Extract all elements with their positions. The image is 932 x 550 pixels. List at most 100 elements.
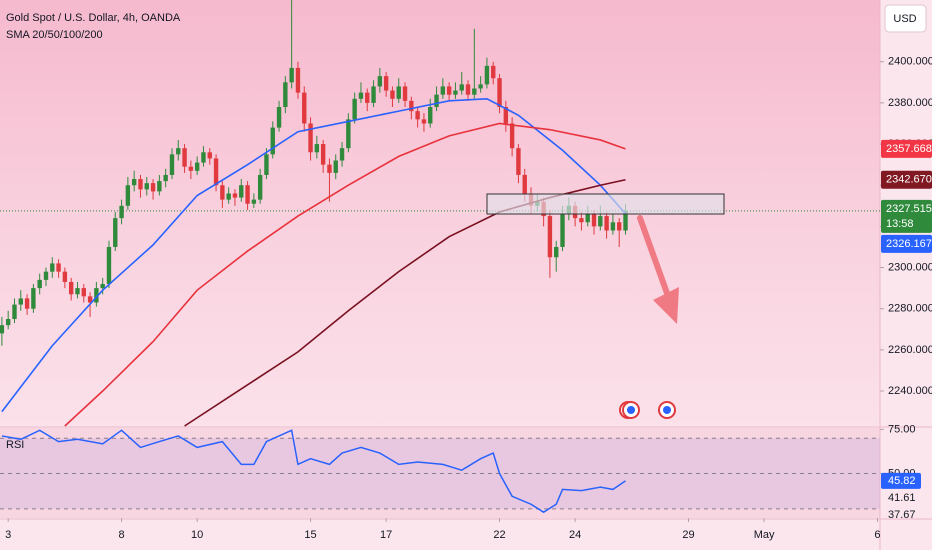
- rsi-tag-label: 45.82: [888, 475, 916, 487]
- rsi-pane: [0, 428, 880, 518]
- candle-body: [24, 298, 30, 309]
- candle-body: [516, 148, 521, 175]
- candle-body: [491, 65, 496, 79]
- candle-body: [31, 288, 36, 309]
- x-tick-label: 6: [874, 529, 880, 541]
- candle-body: [446, 86, 452, 95]
- candle-body: [390, 90, 395, 99]
- candle-body: [213, 158, 219, 186]
- event-icon[interactable]: [658, 401, 676, 419]
- x-tick-label: 10: [191, 529, 203, 541]
- x-tick-label: 15: [304, 529, 316, 541]
- x-tick-label: May: [754, 529, 775, 541]
- candle-body: [478, 84, 483, 89]
- candle-body: [113, 218, 118, 247]
- indicator-label: SMA 20/50/100/200: [6, 29, 103, 41]
- candle-body: [188, 166, 194, 171]
- price-tag-label: 2326.167: [886, 238, 932, 250]
- candle-body: [0, 325, 5, 334]
- candle-body: [314, 144, 320, 153]
- candle-body: [459, 84, 464, 91]
- sma-line: [64, 122, 626, 427]
- candle-body: [421, 119, 427, 124]
- candle-body: [396, 86, 401, 99]
- chart-title: Gold Spot / U.S. Dollar, 4h, OANDA: [6, 12, 181, 24]
- candle-body: [100, 284, 105, 289]
- candle-body: [554, 246, 559, 258]
- rsi-tag: [881, 472, 921, 489]
- sma-line: [184, 178, 626, 427]
- candle-body: [144, 183, 149, 190]
- candle-body: [440, 86, 446, 95]
- candle-body: [547, 216, 553, 258]
- event-icon[interactable]: [619, 401, 640, 419]
- candle-body: [157, 181, 162, 192]
- countdown: 13:58: [886, 218, 914, 230]
- main-pane: [0, 0, 880, 426]
- candle-body: [428, 107, 433, 124]
- x-tick-label: 8: [119, 529, 125, 541]
- y-tick-label: 2260.000: [888, 344, 932, 356]
- x-tick-label: 29: [682, 529, 694, 541]
- candle-body: [138, 179, 143, 190]
- candle-body: [194, 162, 200, 171]
- candle-body: [383, 76, 389, 91]
- rsi-label: RSI: [6, 439, 24, 451]
- candle-body: [251, 199, 257, 204]
- candle-body: [56, 263, 61, 272]
- candle-body: [163, 174, 168, 182]
- candle-body: [68, 281, 74, 295]
- forecast-arrowhead: [653, 287, 679, 324]
- candle-body: [131, 179, 137, 186]
- x-tick-label: 22: [493, 529, 505, 541]
- candle-body: [94, 288, 99, 303]
- candle-body: [604, 216, 609, 231]
- candle-body: [12, 304, 17, 319]
- candle-body: [207, 152, 212, 159]
- candle-body: [81, 288, 86, 297]
- candle-body: [283, 82, 288, 108]
- rsi-line: [1, 429, 626, 514]
- candle-body: [50, 263, 55, 272]
- candle-body: [106, 246, 112, 284]
- candle-body: [371, 86, 376, 103]
- candle-body: [264, 154, 269, 175]
- candle-body: [125, 185, 131, 206]
- candle-body: [320, 144, 326, 165]
- candle-body: [409, 100, 414, 112]
- y-tick-label: 2380.000: [888, 97, 932, 109]
- price-tag-label: 2357.668: [886, 143, 932, 155]
- price-tag-label: 2342.670: [886, 174, 932, 186]
- candle-body: [119, 205, 124, 219]
- candle-body: [43, 271, 49, 280]
- candle-body: [346, 119, 351, 149]
- candle-body: [75, 288, 80, 295]
- candle-body: [509, 123, 515, 149]
- candle-body: [182, 148, 187, 167]
- candle-body: [295, 67, 301, 93]
- price-tag-label: 2327.515: [886, 203, 932, 215]
- y-tick-label: 2280.000: [888, 303, 932, 315]
- y-tick-label: 2240.000: [888, 385, 932, 397]
- y-tick-label: 2400.000: [888, 56, 932, 68]
- candle-body: [503, 107, 509, 124]
- candle-body: [402, 86, 408, 101]
- candle-body: [522, 174, 527, 194]
- candle-body: [5, 318, 11, 326]
- candle-body: [87, 296, 93, 303]
- candle-body: [270, 127, 275, 155]
- candle-body: [245, 185, 250, 204]
- currency-button[interactable]: [884, 4, 927, 33]
- candle-body: [339, 148, 345, 161]
- candle-body: [333, 160, 338, 173]
- candle-body: [276, 107, 282, 128]
- candle-body: [465, 84, 471, 95]
- candle-body: [434, 94, 439, 108]
- candle-body: [591, 214, 597, 227]
- candle-body: [484, 65, 490, 85]
- currency-label: USD: [893, 13, 916, 25]
- y-tick-label: 2300.000: [888, 261, 932, 273]
- candle-body: [610, 222, 616, 231]
- candle-body: [308, 123, 313, 153]
